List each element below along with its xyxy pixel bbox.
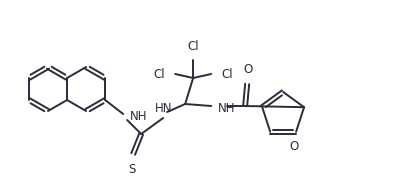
Text: O: O [244,63,253,76]
Text: HN: HN [155,102,173,115]
Text: Cl: Cl [187,40,199,53]
Text: NH: NH [130,111,148,123]
Text: O: O [289,140,299,153]
Text: S: S [128,163,136,176]
Text: Cl: Cl [153,67,165,81]
Text: Cl: Cl [221,67,233,81]
Text: NH: NH [218,102,236,115]
